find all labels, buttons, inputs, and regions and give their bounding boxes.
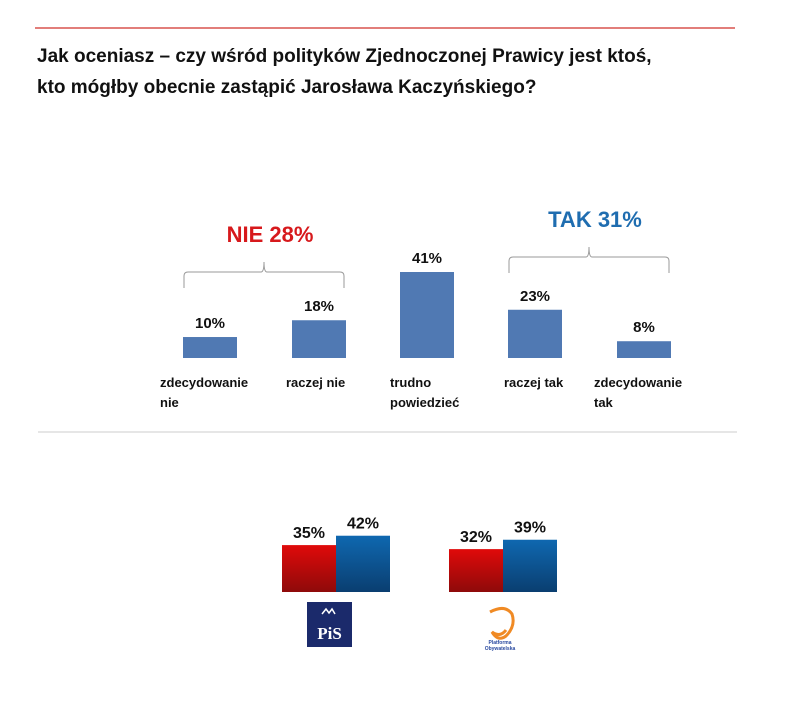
data-label: 35% (293, 525, 325, 542)
bar-red (449, 549, 503, 592)
category-label: trudno (390, 375, 431, 390)
svg-text:PiS: PiS (317, 624, 342, 643)
category-label: raczej tak (504, 375, 564, 390)
pis-logo: PiS (307, 602, 352, 647)
data-label: 23% (520, 288, 550, 305)
data-label: 18% (304, 298, 334, 315)
bar-blue (336, 535, 390, 592)
category-label: tak (594, 395, 614, 410)
group-bracket (508, 246, 670, 273)
bar (508, 309, 562, 358)
svg-text:Obywatelska: Obywatelska (485, 646, 516, 652)
category-label: powiedzieć (390, 395, 459, 410)
data-label: 10% (195, 315, 225, 332)
po-logo: Platforma Obywatelska (485, 607, 516, 652)
category-label: zdecydowanie (160, 375, 248, 390)
group-bracket (183, 261, 345, 288)
data-label: 32% (460, 529, 492, 546)
bar (617, 341, 671, 358)
category-label: nie (160, 395, 179, 410)
category-label: raczej nie (286, 375, 345, 390)
title-line-2: kto mógłby obecnie zastąpić Jarosława Ka… (37, 77, 536, 98)
data-label: 39% (514, 520, 546, 537)
data-label: 41% (412, 250, 442, 267)
data-label: 42% (347, 516, 379, 533)
data-label: 8% (633, 319, 655, 336)
title-line-1: Jak oceniasz – czy wśród polityków Zjedn… (37, 46, 652, 67)
group-label: NIE 28% (227, 222, 314, 247)
bar-blue (503, 539, 557, 592)
group-label: TAK 31% (548, 207, 642, 232)
bar-red (282, 545, 336, 592)
category-label: zdecydowanie (594, 375, 682, 390)
bar (292, 320, 346, 358)
svg-text:Platforma: Platforma (488, 640, 511, 646)
bar (183, 337, 237, 358)
bar (400, 272, 454, 358)
